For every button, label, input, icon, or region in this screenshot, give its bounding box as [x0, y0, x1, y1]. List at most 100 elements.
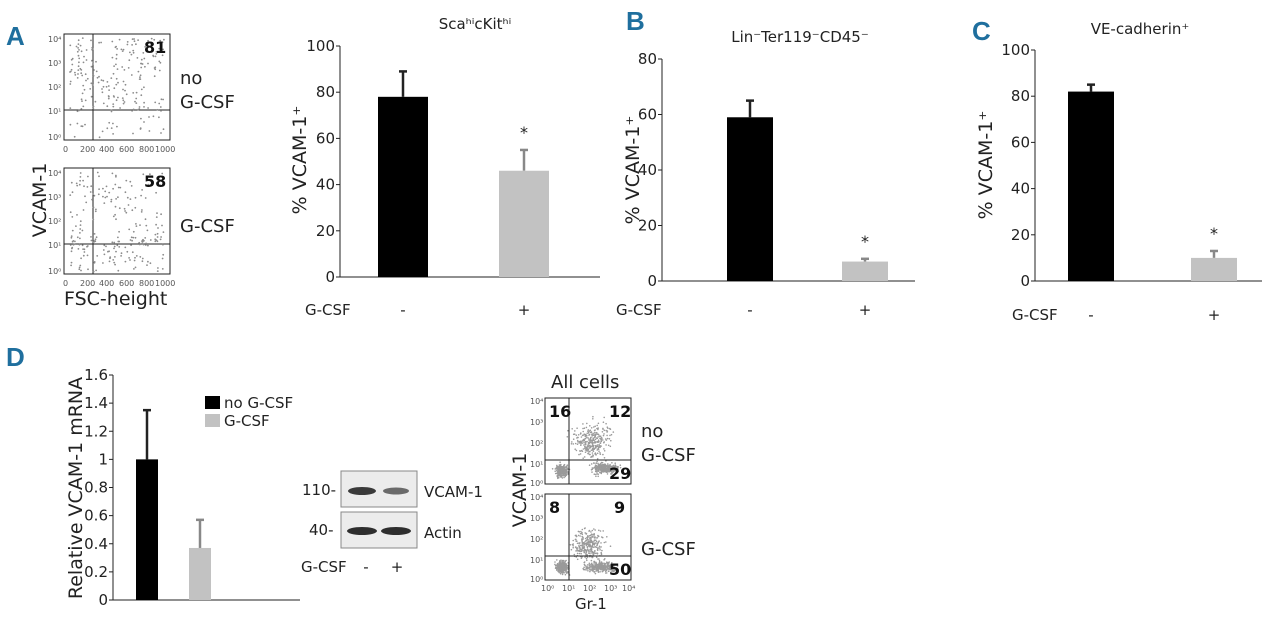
- event-dot: [599, 567, 602, 569]
- event-dot: [141, 257, 144, 260]
- y-tick-label: 0: [325, 268, 335, 286]
- event-dot: [112, 103, 115, 105]
- event-dot: [123, 207, 126, 210]
- event-dot: [586, 422, 588, 425]
- event-dot: [556, 475, 558, 477]
- x-tick: 600: [119, 145, 134, 154]
- y-tick-label: 40: [1011, 180, 1030, 198]
- event-dot: [558, 470, 560, 472]
- event-dot: [144, 197, 147, 199]
- event-dot: [556, 559, 558, 561]
- event-dot: [92, 193, 94, 195]
- x-tick: 10¹: [562, 584, 575, 593]
- event-dot: [586, 432, 588, 435]
- band-label: Actin: [424, 524, 462, 542]
- blot-band: [347, 527, 377, 535]
- event-dot: [572, 438, 575, 441]
- event-dot: [581, 540, 583, 543]
- event-dot: [584, 443, 587, 446]
- event-dot: [158, 116, 160, 119]
- event-dot: [158, 47, 161, 50]
- event-dot: [603, 416, 605, 419]
- event-dot: [560, 469, 563, 471]
- event-dot: [131, 209, 134, 212]
- y-tick: 10⁴: [48, 35, 61, 44]
- event-dot: [596, 452, 599, 455]
- event-dot: [117, 96, 119, 99]
- event-dot: [114, 263, 116, 266]
- mw-marker: 40-: [309, 521, 334, 539]
- event-dot: [563, 464, 565, 467]
- event-dot: [589, 550, 591, 553]
- event-dot: [593, 565, 595, 567]
- event-dot: [140, 66, 143, 69]
- event-dot: [156, 270, 159, 272]
- event-dot: [577, 534, 580, 537]
- event-dot: [583, 433, 585, 436]
- event-dot: [159, 106, 162, 108]
- event-dot: [139, 127, 142, 129]
- event-dot: [78, 183, 81, 186]
- event-dot: [153, 67, 156, 69]
- event-dot: [154, 240, 157, 243]
- event-dot: [609, 565, 612, 567]
- event-dot: [622, 567, 624, 569]
- x-tick: 0: [63, 279, 68, 288]
- bar: [842, 261, 888, 281]
- event-dot: [591, 529, 594, 532]
- event-dot: [575, 540, 577, 542]
- event-dot: [581, 542, 584, 545]
- event-dot: [120, 252, 123, 255]
- event-dot: [588, 530, 590, 532]
- event-dot: [159, 238, 162, 241]
- event-dot: [137, 108, 140, 111]
- event-dot: [94, 210, 97, 213]
- event-dot: [84, 195, 86, 198]
- event-dot: [591, 545, 594, 548]
- condition-label: G-CSF: [641, 445, 696, 466]
- event-dot: [607, 444, 610, 447]
- event-dot: [106, 195, 108, 198]
- event-dot: [125, 179, 128, 182]
- event-dot: [81, 229, 84, 232]
- event-dot: [578, 552, 581, 555]
- event-dot: [90, 39, 92, 42]
- event-dot: [585, 552, 587, 554]
- event-dot: [147, 39, 150, 42]
- event-dot: [566, 571, 568, 574]
- panel-label-a: A: [6, 21, 25, 51]
- event-dot: [83, 55, 85, 58]
- event-dot: [595, 546, 598, 549]
- event-dot: [598, 463, 601, 466]
- event-dot: [591, 556, 594, 558]
- event-dot: [110, 200, 113, 203]
- event-dot: [134, 256, 136, 259]
- event-dot: [130, 236, 133, 239]
- event-dot: [97, 81, 100, 84]
- event-dot: [77, 39, 80, 42]
- event-dot: [565, 468, 567, 471]
- event-dot: [584, 441, 587, 443]
- flow-events: [551, 415, 624, 480]
- event-dot: [592, 415, 594, 418]
- event-dot: [146, 264, 148, 266]
- event-dot: [153, 75, 156, 78]
- event-dot: [79, 224, 82, 227]
- event-dot: [75, 225, 77, 228]
- event-dot: [561, 466, 563, 468]
- event-dot: [580, 443, 582, 445]
- event-dot: [146, 229, 149, 232]
- event-dot: [119, 186, 122, 189]
- event-dot: [141, 242, 144, 245]
- event-dot: [604, 463, 606, 465]
- event-dot: [599, 453, 602, 456]
- event-dot: [95, 70, 98, 73]
- event-dot: [581, 545, 583, 547]
- event-dot: [110, 110, 113, 113]
- event-dot: [585, 549, 588, 551]
- event-dot: [590, 531, 592, 533]
- event-dot: [145, 224, 148, 227]
- event-dot: [581, 556, 583, 558]
- event-dot: [69, 83, 72, 85]
- event-dot: [103, 202, 106, 205]
